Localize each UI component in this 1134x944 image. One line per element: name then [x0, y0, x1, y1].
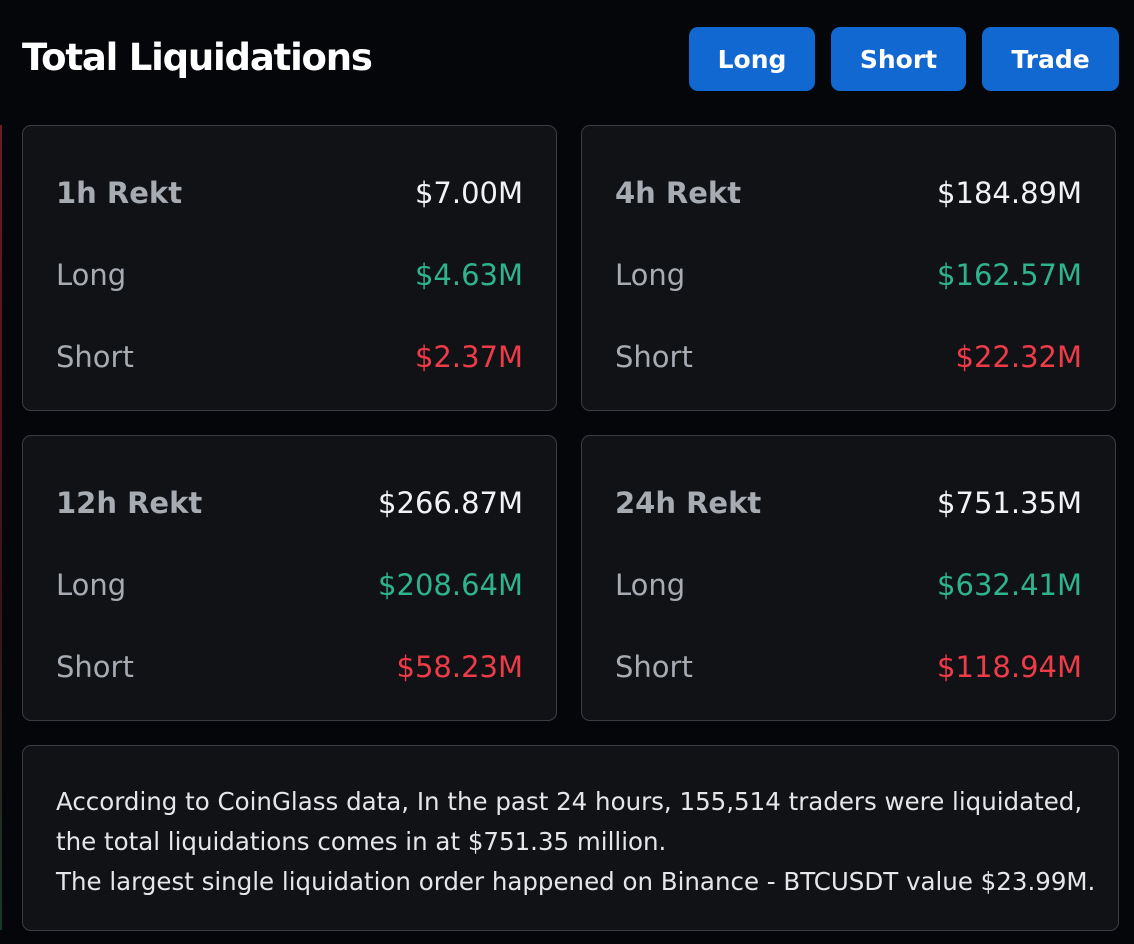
card-total: $184.89M — [937, 176, 1082, 210]
summary-line: According to CoinGlass data, In the past… — [56, 787, 1083, 816]
short-button[interactable]: Short — [831, 27, 966, 91]
card-row: Short $2.37M — [56, 337, 523, 377]
row-value: $208.64M — [378, 568, 523, 602]
card-header-row: 12h Rekt $266.87M — [56, 483, 523, 523]
row-value: $118.94M — [937, 650, 1082, 684]
row-value: $162.57M — [937, 258, 1082, 292]
card-label: 12h Rekt — [56, 486, 203, 520]
summary: According to CoinGlass data, In the past… — [22, 745, 1119, 931]
rekt-card: 1h Rekt $7.00M Long $4.63M Short $2.37M — [22, 125, 557, 411]
rekt-card: 12h Rekt $266.87M Long $208.64M Short $58.23M — [22, 435, 557, 721]
edge-strip — [0, 125, 2, 930]
card-row: Short $22.32M — [615, 337, 1082, 377]
card-label: 24h Rekt — [615, 486, 762, 520]
row-label: Long — [615, 258, 686, 292]
row-value: $632.41M — [937, 568, 1082, 602]
row-label: Short — [615, 340, 693, 374]
row-label: Long — [615, 568, 686, 602]
rekt-card: 4h Rekt $184.89M Long $162.57M Short $22.32M — [581, 125, 1116, 411]
card-row: Short $58.23M — [56, 647, 523, 687]
card-row: Short $118.94M — [615, 647, 1082, 687]
row-value: $58.23M — [396, 650, 524, 684]
card-header-row: 1h Rekt $7.00M — [56, 173, 523, 213]
summary-line: The largest single liquidation order hap… — [56, 867, 1096, 896]
card-header-row: 24h Rekt $751.35M — [615, 483, 1082, 523]
row-label: Long — [56, 568, 127, 602]
card-total: $7.00M — [414, 176, 523, 210]
row-label: Short — [56, 650, 134, 684]
card-label: 1h Rekt — [56, 176, 183, 210]
row-label: Short — [56, 340, 134, 374]
card-label: 4h Rekt — [615, 176, 742, 210]
card-total: $266.87M — [378, 486, 523, 520]
card-header-row: 4h Rekt $184.89M — [615, 173, 1082, 213]
card-row: Long $4.63M — [56, 255, 523, 295]
row-value: $22.32M — [955, 340, 1083, 374]
card-row: Long $632.41M — [615, 565, 1082, 605]
trade-button[interactable]: Trade — [982, 27, 1119, 91]
row-value: $4.63M — [414, 258, 523, 292]
row-label: Long — [56, 258, 127, 292]
card-row: Long $208.64M — [56, 565, 523, 605]
summary-line: the total liquidations comes in at $751.… — [56, 827, 667, 856]
card-total: $751.35M — [937, 486, 1082, 520]
rekt-card: 24h Rekt $751.35M Long $632.41M Short $118.94… — [581, 435, 1116, 721]
row-label: Short — [615, 650, 693, 684]
row-value: $2.37M — [414, 340, 523, 374]
title: Total Liquidations — [22, 36, 373, 79]
long-button[interactable]: Long — [689, 27, 815, 91]
card-row: Long $162.57M — [615, 255, 1082, 295]
